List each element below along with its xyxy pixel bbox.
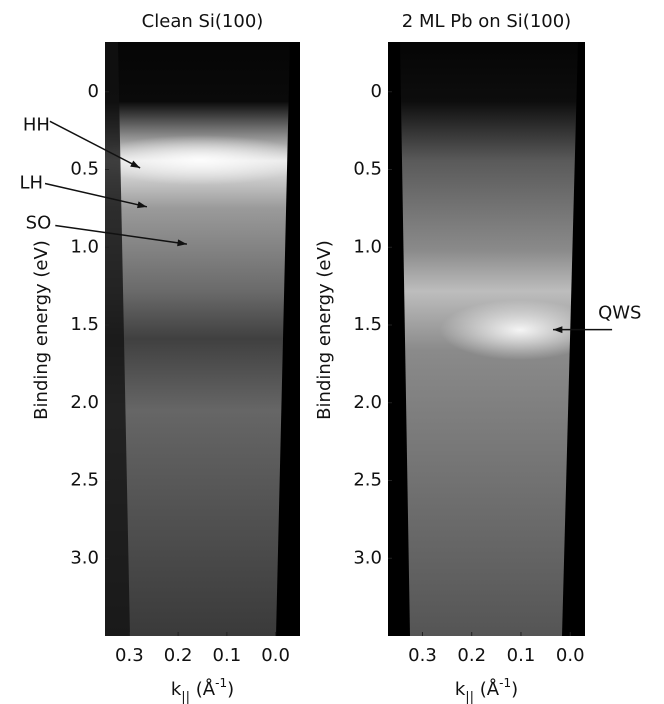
y-tick-label: 2.0 bbox=[70, 392, 99, 413]
y-tick-label: 0 bbox=[371, 81, 382, 102]
panel-title: 2 ML Pb on Si(100) bbox=[402, 11, 571, 32]
x-tick-label: 0.0 bbox=[261, 645, 290, 666]
x-tick-label: 0.1 bbox=[213, 645, 242, 666]
x-axis-label: k|| (Å-1) bbox=[455, 676, 518, 704]
image-panel bbox=[388, 42, 600, 636]
arrow-head bbox=[130, 160, 141, 168]
y-tick-label: 0.5 bbox=[70, 159, 99, 180]
y-tick-label: 3.0 bbox=[353, 547, 382, 568]
x-axis-label: k|| (Å-1) bbox=[171, 676, 234, 704]
x-axis-label-part: || bbox=[181, 690, 190, 704]
y-tick-label: 2.0 bbox=[353, 392, 382, 413]
arrow-head bbox=[177, 239, 187, 247]
arrow-head bbox=[137, 201, 147, 209]
x-axis-label-part: (Å bbox=[190, 678, 216, 700]
annotation-label: LH bbox=[19, 173, 43, 194]
y-tick-label: 3.0 bbox=[70, 547, 99, 568]
x-axis-label-part: ) bbox=[511, 679, 518, 700]
x-axis-label-part: (Å bbox=[474, 678, 500, 700]
x-tick-label: 0.0 bbox=[556, 645, 585, 666]
y-tick-label: 1.5 bbox=[70, 314, 99, 335]
panel-title: Clean Si(100) bbox=[142, 11, 264, 32]
x-axis-label-part: -1 bbox=[499, 676, 511, 690]
y-axis-label: Binding energy (eV) bbox=[314, 240, 335, 420]
x-tick-label: 0.2 bbox=[457, 645, 486, 666]
y-tick-label: 0.5 bbox=[353, 159, 382, 180]
x-tick-label: 0.2 bbox=[164, 645, 193, 666]
y-tick-label: 1.0 bbox=[70, 236, 99, 257]
x-tick-label: 0.3 bbox=[408, 645, 437, 666]
x-axis-label-part: -1 bbox=[215, 676, 227, 690]
y-tick-label: 1.0 bbox=[353, 236, 382, 257]
arrow-head bbox=[552, 326, 563, 334]
y-tick-label: 2.5 bbox=[70, 470, 99, 491]
y-tick-label: 2.5 bbox=[353, 470, 382, 491]
y-tick-label: 0 bbox=[88, 81, 99, 102]
annotation-label: QWS bbox=[598, 303, 641, 324]
image-panel bbox=[90, 42, 310, 636]
annotation-label: HH bbox=[23, 114, 50, 135]
annotation-arrow bbox=[49, 120, 141, 169]
x-tick-label: 0.3 bbox=[115, 645, 144, 666]
annotation-arrow bbox=[44, 182, 148, 208]
x-axis-label-part: k bbox=[171, 679, 182, 700]
annotation-label: SO bbox=[26, 212, 52, 233]
y-axis-label: Binding energy (eV) bbox=[31, 240, 52, 420]
x-axis-label-part: ) bbox=[227, 679, 234, 700]
x-axis-label-part: || bbox=[465, 690, 474, 704]
y-tick-label: 1.5 bbox=[353, 314, 382, 335]
x-tick-label: 0.1 bbox=[507, 645, 536, 666]
x-axis-label-part: k bbox=[455, 679, 466, 700]
annotation-arrow bbox=[55, 224, 188, 245]
